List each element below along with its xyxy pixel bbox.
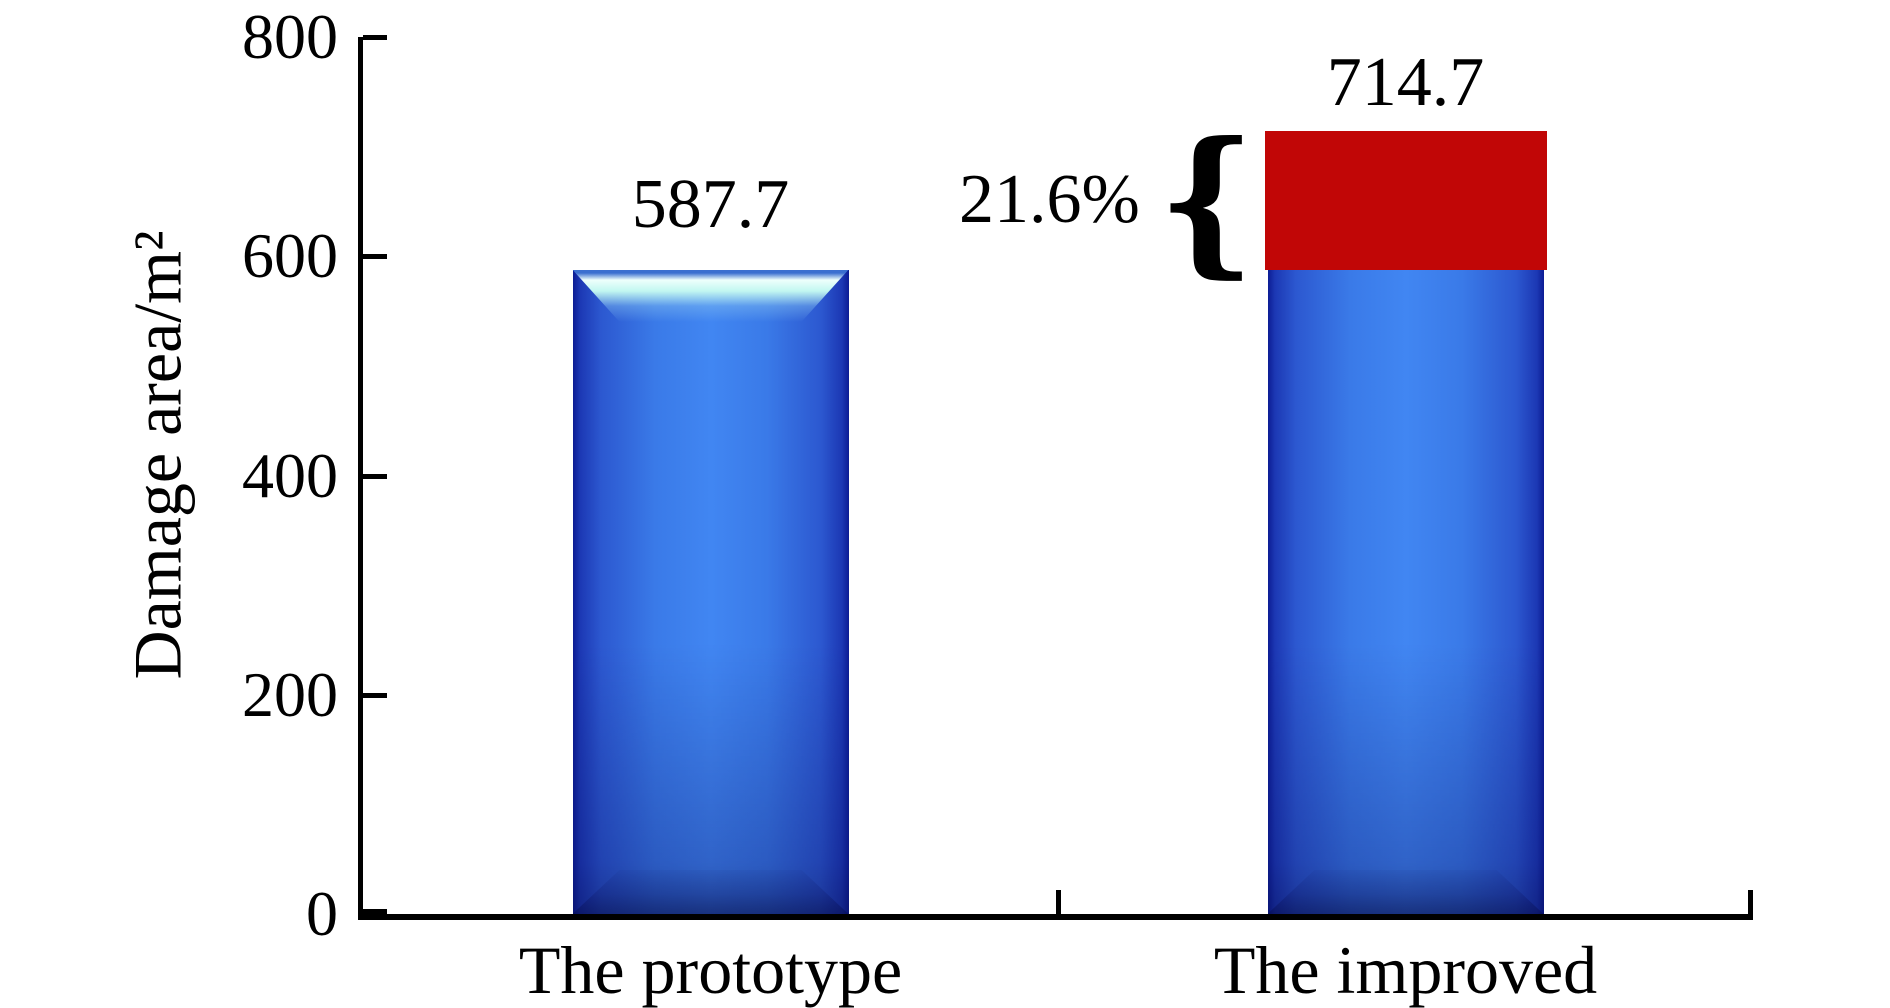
y-tick-mark-200 (363, 692, 387, 698)
bar-bottom-bevel (1267, 870, 1544, 914)
y-tick-label-400: 400 (242, 439, 338, 511)
y-tick-label-200: 200 (242, 658, 338, 730)
bar-improved-blue-segment (1267, 269, 1544, 914)
brace-icon: { (1157, 106, 1256, 293)
y-axis-tick-labels: 800 600 400 200 0 (120, 5, 338, 946)
x-tick-mark-middle (1056, 890, 1061, 914)
y-tick-label-0: 0 (306, 878, 338, 949)
bar-prototype-value-label: 587.7 (631, 165, 790, 243)
bar-prototype: 587.7 (572, 165, 849, 914)
increase-percent-label: 21.6% (958, 161, 1140, 239)
plot-area: 587.7 714.7 21.6% { The prototype The im… (358, 35, 1753, 1004)
increase-annotation: 21.6% { (958, 121, 1256, 279)
bar-improved-value-label: 714.7 (1326, 43, 1485, 121)
bar-improved: 714.7 (1264, 43, 1547, 914)
category-label-improved: The improved (1213, 932, 1598, 1008)
bar-gloss-highlight (572, 269, 849, 322)
y-tick-label-800: 800 (242, 1, 338, 72)
y-tick-mark-0 (363, 909, 387, 914)
x-tick-mark-end (1748, 890, 1753, 914)
y-tick-label-600: 600 (242, 220, 338, 292)
y-tick-mark-400 (363, 473, 387, 479)
category-label-prototype: The prototype (518, 932, 903, 1008)
y-tick-mark-600 (363, 254, 387, 260)
bar-improved-red-segment (1264, 130, 1547, 270)
bar-bottom-bevel (572, 870, 849, 914)
bar-prototype-blue-segment (572, 269, 849, 914)
y-tick-mark-800 (363, 35, 387, 40)
